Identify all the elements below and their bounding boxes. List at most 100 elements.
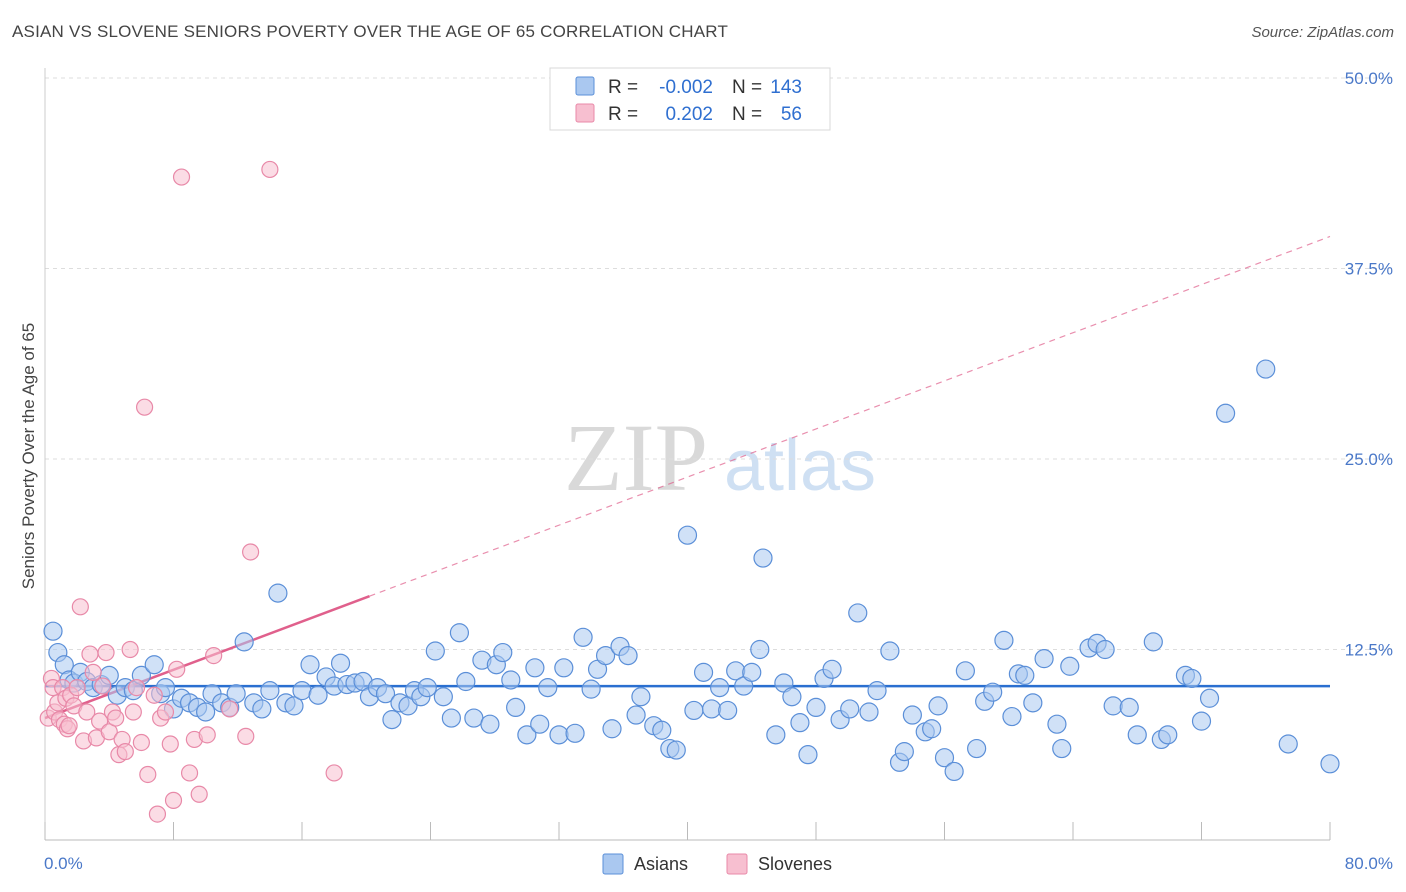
legend-r-label-asians: R = <box>608 77 638 98</box>
slovenes-point-31 <box>127 678 146 697</box>
x-tick-label-min: 0.0% <box>44 854 83 873</box>
legend-swatch-asians <box>575 76 595 96</box>
slovenes-point-30 <box>124 703 142 721</box>
asians-point-32 <box>284 696 304 716</box>
asians-point-143 <box>1256 359 1276 379</box>
asians-point-110 <box>902 705 922 725</box>
asians-point-65 <box>530 714 550 734</box>
y-tick-labels: 12.5% 25.0% 37.5% 50.0% <box>1345 69 1393 660</box>
asians-point-134 <box>1127 725 1147 745</box>
watermark-atlas: atlas <box>724 426 876 506</box>
asians-point-35 <box>308 685 328 705</box>
asians-point-133 <box>1119 697 1139 718</box>
y-tick-label-1: 25.0% <box>1345 450 1393 469</box>
slovenes-point-35 <box>145 686 163 704</box>
asians-point-55 <box>456 671 476 692</box>
slovenes-point-49 <box>237 727 255 745</box>
asians-point-71 <box>581 679 601 699</box>
slovenes-point-22 <box>97 643 115 662</box>
legend-r-value-asians: -0.002 <box>659 77 713 98</box>
slovenes-point-21 <box>94 677 112 695</box>
slovenes-point-10 <box>60 717 78 735</box>
asians-point-117 <box>967 738 987 759</box>
asians-point-106 <box>867 681 887 701</box>
slovenes-point-46 <box>198 726 216 744</box>
legend-r-value-slovenes: 0.202 <box>665 104 713 125</box>
asians-point-67 <box>549 725 569 745</box>
asians-point-113 <box>928 696 948 716</box>
slovenes-point-13 <box>68 678 86 697</box>
correlation-legend: R = -0.002 N = 143 R = 0.202 N = 56 <box>549 67 831 131</box>
asians-point-126 <box>1047 714 1067 734</box>
asians-point-121 <box>1002 706 1022 727</box>
series-legend: Asians Slovenes <box>602 853 832 875</box>
asians-point-86 <box>701 699 722 719</box>
slovenes-point-25 <box>107 709 125 727</box>
asians-point-124 <box>1023 693 1043 713</box>
asians-point-61 <box>501 670 521 690</box>
slovenes-point-36 <box>148 805 167 823</box>
asians-point-132 <box>1103 696 1123 716</box>
chart-title: ASIAN VS SLOVENE SENIORS POVERTY OVER TH… <box>12 22 729 41</box>
slovenes-trend-line-extended <box>369 235 1331 597</box>
asians-point-140 <box>1191 711 1212 731</box>
asians-point-68 <box>554 658 574 678</box>
asians-point-123 <box>1015 665 1035 686</box>
asians-point-76 <box>618 645 638 666</box>
asians-point-66 <box>538 677 558 698</box>
asians-point-144 <box>1278 734 1298 754</box>
asians-point-84 <box>684 700 704 721</box>
asians-point-44 <box>375 684 396 704</box>
slovenes-point-51 <box>261 160 279 179</box>
asians-point-120 <box>994 630 1014 650</box>
y-tick-label-3: 50.0% <box>1345 69 1393 88</box>
slovenes-point-34 <box>139 765 157 784</box>
slovenes-point-40 <box>164 791 183 809</box>
asians-point-82 <box>666 740 686 760</box>
slovenes-points <box>39 160 343 823</box>
asians-points <box>43 359 1340 782</box>
x-tick-labels: 0.0% 80.0% <box>44 854 1393 873</box>
asians-point-97 <box>790 713 810 733</box>
asians-point-51 <box>425 641 445 661</box>
asians-point-107 <box>880 641 900 661</box>
asians-point-38 <box>330 653 351 673</box>
asians-point-56 <box>464 708 484 728</box>
asians-point-91 <box>742 662 762 682</box>
slovenes-point-33 <box>135 398 154 416</box>
asians-point-109 <box>894 742 914 762</box>
asians-point-28 <box>252 699 272 719</box>
asians-point-54 <box>449 623 470 643</box>
slovenes-point-32 <box>132 733 150 752</box>
asians-point-62 <box>506 697 526 718</box>
slovenes-point-17 <box>81 645 99 663</box>
y-axis-label: Seniors Poverty Over the Age of 65 <box>19 323 38 589</box>
asians-point-85 <box>693 662 714 682</box>
asians-point-52 <box>433 687 453 707</box>
legend-n-label-asians: N = <box>732 77 762 98</box>
asians-point-96 <box>782 687 802 707</box>
asians-point-64 <box>525 658 545 678</box>
slovenes-point-28 <box>116 743 134 761</box>
asians-point-141 <box>1199 688 1220 708</box>
slovenes-point-45 <box>190 785 208 803</box>
slovenes-point-52 <box>325 764 343 782</box>
slovenes-point-39 <box>161 735 179 753</box>
asians-point-58 <box>480 714 500 734</box>
grid-lines <box>45 77 1392 650</box>
x-tick-label-max: 80.0% <box>1345 854 1393 873</box>
asians-point-73 <box>595 645 616 666</box>
asians-point-50 <box>417 677 437 698</box>
legend-n-value-slovenes: 56 <box>781 104 802 125</box>
asians-point-135 <box>1143 632 1163 652</box>
asians-point-14 <box>144 655 164 675</box>
bottom-legend-label-asians: Asians <box>634 854 688 874</box>
asians-point-125 <box>1034 649 1054 669</box>
asians-point-119 <box>983 682 1003 702</box>
asians-point-105 <box>859 702 879 722</box>
asians-point-70 <box>573 627 593 647</box>
asians-point-25 <box>226 684 246 704</box>
asians-point-21 <box>196 702 216 722</box>
asians-point-92 <box>750 639 770 660</box>
